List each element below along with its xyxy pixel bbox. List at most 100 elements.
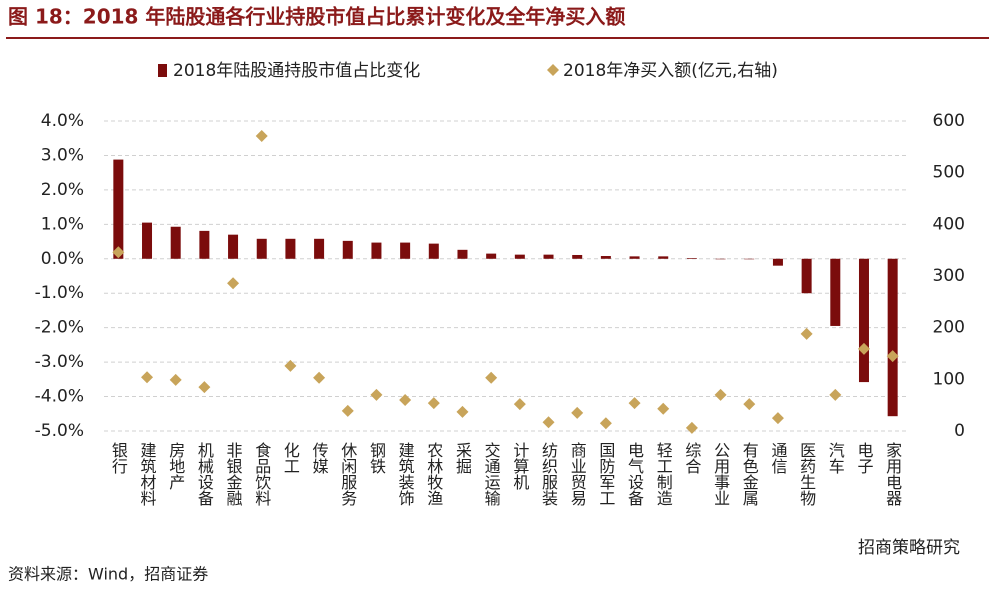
diamond-marker <box>714 388 727 401</box>
diamond-marker <box>886 350 899 363</box>
x-tick-label: 化工 <box>281 442 300 474</box>
diamond-marker <box>628 397 641 410</box>
chart-title: 图 18：2018 年陆股通各行业持股市值占比累计变化及全年净买入额 <box>8 5 625 29</box>
diamond-marker <box>341 404 354 417</box>
y-tick-label: 3.0% <box>41 145 84 165</box>
legend-label: 2018年陆股通持股市值占比变化 <box>173 61 420 81</box>
y-tick-label: 4.0% <box>41 111 84 131</box>
y-tick-label: -3.0% <box>35 352 84 372</box>
y2-tick-label: 200 <box>933 318 965 338</box>
diamond-marker <box>284 359 297 372</box>
diamond-marker <box>485 371 498 384</box>
legend-swatch <box>547 64 559 76</box>
y2-tick-label: 400 <box>933 214 965 234</box>
bar <box>600 256 611 259</box>
diamond-marker <box>800 327 813 340</box>
legend-label: 2018年净买入额(亿元,右轴) <box>563 61 778 81</box>
bar <box>228 234 239 259</box>
diamond-marker <box>571 406 584 419</box>
bar <box>314 238 325 259</box>
source: 资料来源：Wind，招商证券 <box>8 565 208 584</box>
diamond-marker <box>542 416 555 429</box>
y2-tick-label: 100 <box>933 369 965 389</box>
bar <box>514 254 525 259</box>
y-tick-label: 0.0% <box>41 249 84 269</box>
bar <box>428 243 439 259</box>
x-tick-label: 建筑装饰 <box>396 442 415 506</box>
bar <box>715 258 726 260</box>
bar <box>658 256 669 259</box>
diamond-marker <box>743 398 756 411</box>
x-tick-label: 电子 <box>854 442 873 474</box>
bar <box>572 254 583 259</box>
x-tick-label: 建筑材料 <box>138 442 157 506</box>
y2-tick-label: 500 <box>933 163 965 183</box>
bar <box>772 258 783 266</box>
y-tick-label: -2.0% <box>35 318 84 338</box>
diamond-marker <box>112 246 125 259</box>
bar <box>342 240 353 259</box>
bar <box>686 258 697 259</box>
x-tick-label: 农林牧渔 <box>424 442 443 506</box>
bar <box>801 258 812 294</box>
diamond-marker <box>685 421 698 434</box>
x-tick-label: 轻工制造 <box>654 442 673 506</box>
diamond-marker <box>141 371 154 384</box>
y-tick-label: 2.0% <box>41 180 84 200</box>
x-tick-label: 食品饮料 <box>252 442 271 506</box>
bar <box>142 222 153 259</box>
diamond-marker <box>513 398 526 411</box>
watermark: 招商策略研究 <box>858 538 960 558</box>
bar <box>113 159 124 259</box>
y2-tick-label: 0 <box>954 421 965 441</box>
x-tick-label: 电气设备 <box>625 442 644 506</box>
y2-tick-label: 600 <box>933 111 965 131</box>
diamond-marker <box>456 405 469 418</box>
x-tick-label: 公用事业 <box>711 442 730 506</box>
x-tick-label: 休闲服务 <box>338 442 357 507</box>
x-tick-label: 传媒 <box>310 442 329 474</box>
legend-swatch <box>158 64 167 77</box>
y-tick-label: -1.0% <box>35 283 84 303</box>
diamond-marker <box>370 388 383 401</box>
y-tick-label: -4.0% <box>35 387 84 407</box>
y-tick-label: 1.0% <box>41 214 84 234</box>
bar <box>887 258 898 417</box>
diamond-marker <box>313 371 326 384</box>
diamond-marker <box>255 129 268 142</box>
diamond-marker <box>829 388 842 401</box>
bar <box>629 256 640 259</box>
x-tick-label: 商业贸易 <box>568 442 587 507</box>
x-tick-label: 家用电器 <box>883 442 902 506</box>
x-tick-label: 交通运输 <box>482 442 501 506</box>
y-tick-label: -5.0% <box>35 421 84 441</box>
diamond-marker <box>427 397 440 410</box>
y2-tick-label: 300 <box>933 266 965 286</box>
bar <box>371 242 382 259</box>
diamond-marker <box>771 412 784 425</box>
x-tick-label: 通信 <box>768 442 787 474</box>
diamond-marker <box>599 417 612 430</box>
x-tick-label: 非银金融 <box>224 442 243 507</box>
diamond-marker <box>227 277 240 290</box>
x-tick-label: 汽车 <box>826 442 845 474</box>
diamond-marker <box>399 394 412 406</box>
x-tick-label: 国防军工 <box>596 442 615 506</box>
x-tick-label: 计算机 <box>510 442 529 491</box>
bar <box>199 230 210 259</box>
bar <box>400 242 411 259</box>
x-tick-label: 有色金属 <box>740 442 759 506</box>
bar <box>543 254 554 259</box>
x-tick-label: 医药生物 <box>797 442 816 507</box>
bar <box>486 253 497 259</box>
bar <box>858 258 869 383</box>
x-tick-label: 纺织服装 <box>539 442 558 506</box>
x-tick-label: 钢铁 <box>367 442 386 474</box>
diamond-marker <box>169 373 182 386</box>
diamond-marker <box>857 342 870 355</box>
bar <box>170 226 181 259</box>
x-tick-label: 综合 <box>682 442 701 474</box>
diamond-marker <box>198 381 211 394</box>
x-tick-label: 采掘 <box>453 442 472 475</box>
